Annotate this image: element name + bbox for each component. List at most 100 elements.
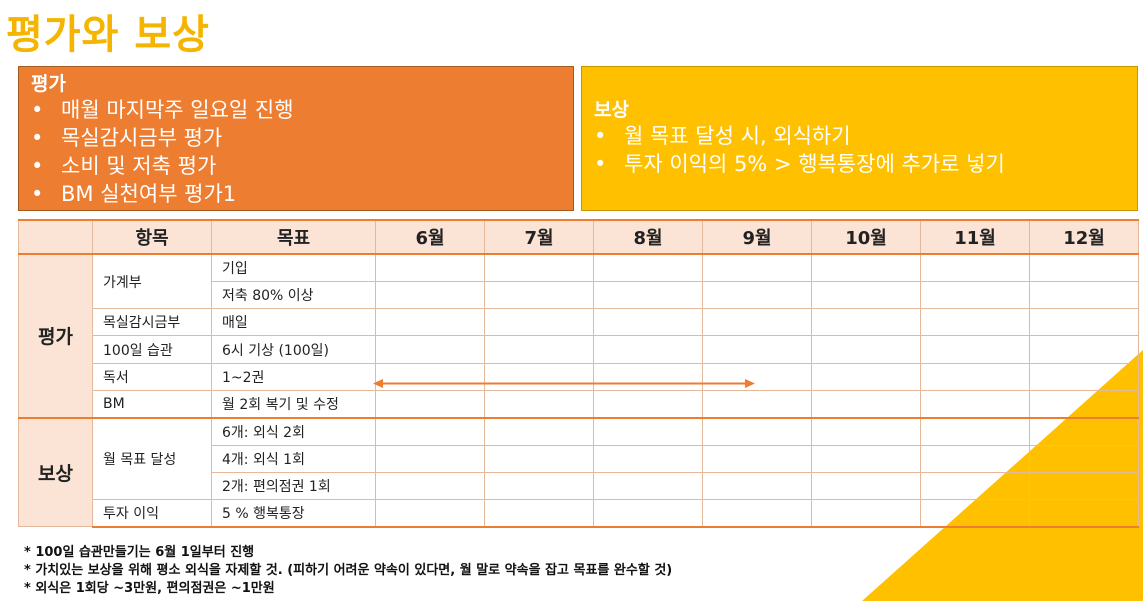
month-cell[interactable] [593, 280, 703, 310]
month-cell[interactable] [702, 253, 812, 282]
month-cell[interactable] [702, 499, 812, 528]
list-item: • 투자 이익의 5% > 행복통장에 추가로 넣기 [594, 152, 1005, 176]
month-cell[interactable] [920, 253, 1030, 282]
table-row: 보상 월 목표 달성 6개: 외식 2회 [18, 416, 1139, 528]
month-cell[interactable] [484, 416, 594, 446]
month-cell[interactable] [484, 471, 594, 501]
evaluation-list: • 매월 마지막주 일요일 진행 • 목실감시금부 평가 • 소비 및 저축 평가 •… [31, 96, 561, 208]
month-cell[interactable] [1029, 253, 1139, 282]
goal-cell: 6시 기상 (100일) [211, 335, 376, 364]
reward-list: • 월 목표 달성 시, 외식하기 • 투자 이익의 5% > 행복통장에 추가로 … [594, 122, 1125, 178]
column-header: 7월 [484, 219, 594, 255]
month-cell[interactable] [811, 416, 921, 446]
month-cell[interactable] [375, 471, 485, 501]
month-cell[interactable] [702, 308, 812, 337]
evaluation-box: 평가 • 매월 마지막주 일요일 진행 • 목실감시금부 평가 • 소비 및 저축 평… [18, 66, 574, 211]
month-cell[interactable] [375, 444, 485, 473]
month-cell[interactable] [593, 253, 703, 282]
month-cell[interactable] [920, 362, 1030, 391]
month-cell[interactable] [702, 335, 812, 364]
month-cell[interactable] [593, 416, 703, 446]
month-cell[interactable] [593, 499, 703, 528]
month-cell[interactable] [375, 335, 485, 364]
month-cell[interactable] [1029, 471, 1139, 501]
month-cell[interactable] [484, 362, 594, 391]
month-cell[interactable] [702, 389, 812, 419]
month-cell[interactable] [1029, 308, 1139, 337]
column-header: 목표 [211, 219, 376, 255]
month-cell[interactable] [484, 280, 594, 310]
column-header: 10월 [811, 219, 921, 255]
month-cell[interactable] [811, 280, 921, 310]
month-cell[interactable] [702, 444, 812, 473]
month-cell[interactable] [593, 335, 703, 364]
month-cell[interactable] [811, 335, 921, 364]
month-cell[interactable] [593, 389, 703, 419]
goal-cell: 기입 [211, 253, 376, 282]
column-header: 9월 [702, 219, 812, 255]
month-cell[interactable] [1029, 280, 1139, 310]
footnotes: * 100일 습관만들기는 6월 1일부터 진행 * 가치있는 보상을 위해 평… [24, 544, 672, 598]
month-cell[interactable] [484, 335, 594, 364]
month-cell[interactable] [375, 308, 485, 337]
month-cell[interactable] [920, 416, 1030, 446]
item-cell: 독서 [92, 362, 212, 391]
month-cell[interactable] [375, 499, 485, 528]
table-row: BM 월 2회 복기 및 수정 [19, 389, 1139, 419]
month-cell[interactable] [702, 280, 812, 310]
goal-cell: 4개: 외식 1회 [211, 444, 376, 473]
footnote: * 외식은 1회당 ~3만원, 편의점권은 ~1만원 [24, 581, 275, 596]
month-cell[interactable] [920, 280, 1030, 310]
plan-table: 항목 목표 6월 7월 8월 9월 10월 11월 12월 평가 가계부 기입 … [18, 219, 1139, 528]
month-cell[interactable] [702, 471, 812, 501]
month-cell[interactable] [1029, 499, 1139, 528]
evaluation-heading: 평가 [31, 73, 66, 95]
month-cell[interactable] [811, 308, 921, 337]
month-cell[interactable] [920, 389, 1030, 419]
month-cell[interactable] [811, 471, 921, 501]
month-cell[interactable] [593, 308, 703, 337]
month-cell[interactable] [1029, 389, 1139, 419]
month-cell[interactable] [1029, 362, 1139, 391]
month-cell[interactable] [920, 308, 1030, 337]
month-cell[interactable] [702, 416, 812, 446]
month-cell[interactable] [593, 444, 703, 473]
bullet: • [31, 98, 44, 122]
month-cell[interactable] [702, 362, 812, 391]
list-item: • 소비 및 저축 평가 [31, 154, 217, 178]
month-cell[interactable] [375, 280, 485, 310]
item-cell: 100일 습관 [92, 335, 212, 364]
month-cell[interactable] [920, 499, 1030, 528]
goal-cell: 매일 [211, 308, 376, 337]
month-cell[interactable] [375, 416, 485, 446]
bullet: • [31, 154, 44, 178]
month-cell[interactable] [484, 389, 594, 419]
bullet: • [594, 152, 607, 176]
column-header: 12월 [1029, 219, 1139, 255]
month-cell[interactable] [811, 362, 921, 391]
month-cell[interactable] [811, 389, 921, 419]
month-cell[interactable] [1029, 335, 1139, 364]
month-cell[interactable] [920, 444, 1030, 473]
month-cell[interactable] [375, 253, 485, 282]
column-header: 6월 [375, 219, 485, 255]
month-cell[interactable] [593, 471, 703, 501]
month-cell[interactable] [920, 335, 1030, 364]
bullet: • [31, 126, 44, 150]
month-cell[interactable] [811, 253, 921, 282]
item-cell: BM [92, 389, 212, 419]
reward-box: 보상 • 월 목표 달성 시, 외식하기 • 투자 이익의 5% > 행복통장에 추… [581, 66, 1138, 211]
month-cell[interactable] [593, 362, 703, 391]
column-header: 항목 [92, 219, 212, 255]
month-cell[interactable] [811, 499, 921, 528]
month-cell[interactable] [811, 444, 921, 473]
month-cell[interactable] [1029, 444, 1139, 473]
month-cell[interactable] [484, 444, 594, 473]
month-cell[interactable] [484, 499, 594, 528]
month-cell[interactable] [920, 471, 1030, 501]
month-cell[interactable] [375, 362, 485, 391]
month-cell[interactable] [1029, 416, 1139, 446]
month-cell[interactable] [484, 253, 594, 282]
month-cell[interactable] [484, 308, 594, 337]
month-cell[interactable] [375, 389, 485, 419]
